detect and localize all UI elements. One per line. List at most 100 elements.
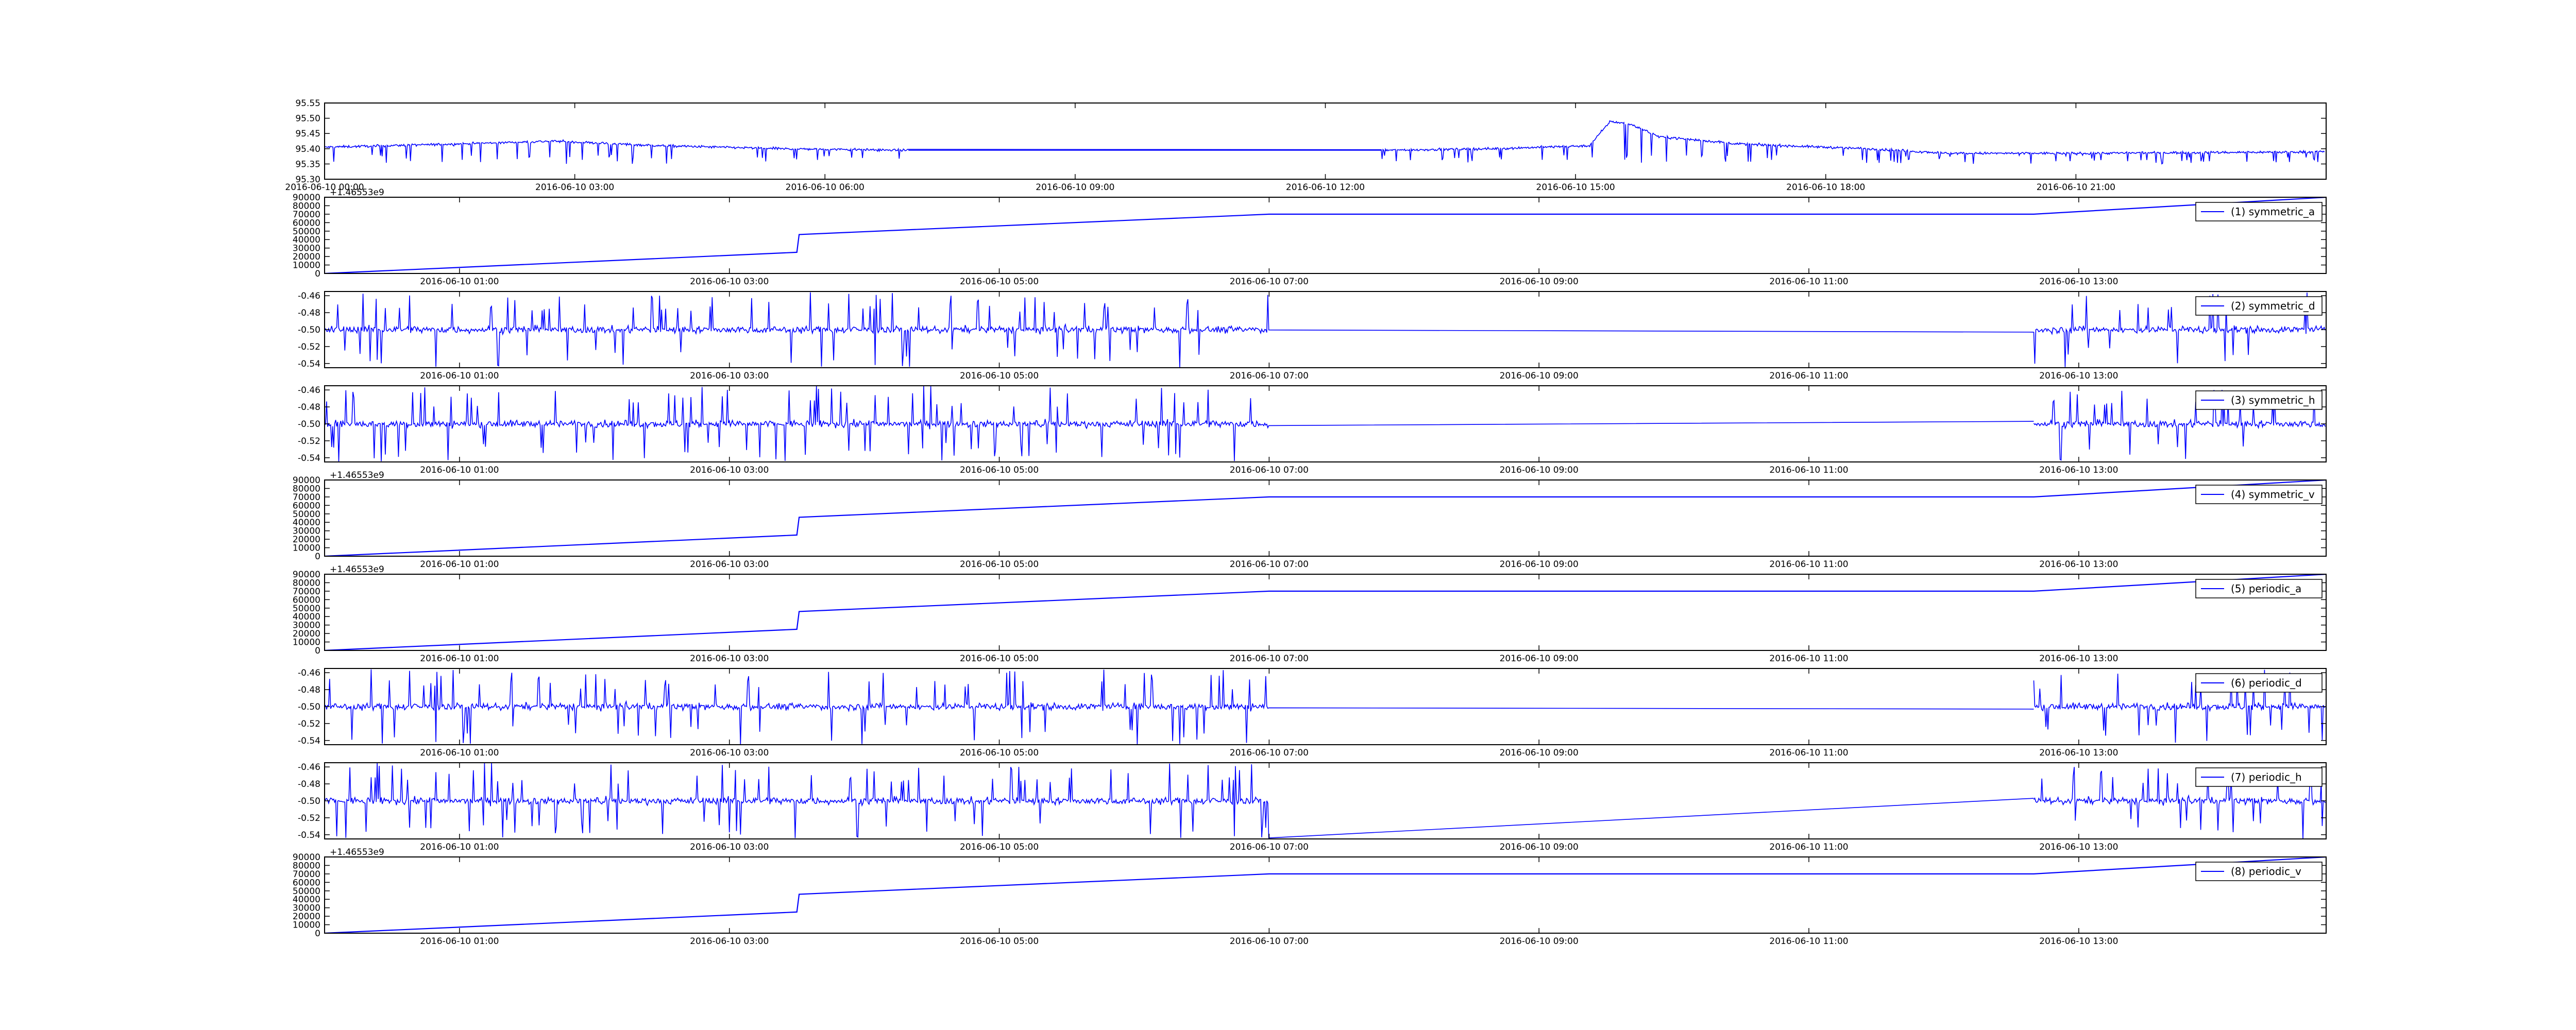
y-tick-label: 0: [315, 269, 320, 279]
y-tick-label: 10000: [293, 638, 320, 648]
legend: (4) symmetric_v: [2195, 485, 2323, 504]
x-tick-label: 2016-06-10 09:00: [1500, 277, 1579, 287]
x-tick-label: 2016-06-10 05:00: [960, 936, 1039, 947]
legend: (3) symmetric_h: [2195, 390, 2323, 410]
plot-area: [325, 574, 2326, 650]
legend: (5) periodic_a: [2195, 579, 2323, 598]
y-tick-label: -0.54: [298, 830, 320, 840]
y-tick-label: 70000: [293, 210, 320, 220]
x-tick-label: 2016-06-10 05:00: [960, 842, 1039, 852]
x-tick-label: 2016-06-10 03:00: [535, 182, 614, 193]
x-tick-label: 2016-06-10 05:00: [960, 559, 1039, 570]
x-tick-label: 2016-06-10 03:00: [690, 654, 769, 664]
axes-frame: [324, 102, 2327, 180]
y-tick-label: 60000: [293, 595, 320, 605]
y-tick-label: 80000: [293, 861, 320, 871]
series-line-7: [325, 669, 2326, 745]
x-tick-label: 2016-06-10 09:00: [1500, 371, 1579, 381]
y-tick-label: 95.40: [295, 144, 320, 154]
series-line-1: [325, 120, 2325, 165]
y-tick-label: 90000: [293, 852, 320, 863]
x-tick-label: 2016-06-10 13:00: [2039, 936, 2118, 947]
axis-offset-label: +1.46553e9: [330, 564, 384, 575]
legend-label: (2) symmetric_d: [2231, 300, 2315, 312]
x-tick-label: 2016-06-10 11:00: [1769, 465, 1848, 475]
legend-label: (6) periodic_d: [2231, 677, 2302, 689]
y-tick-label: 30000: [293, 621, 320, 631]
y-tick-label: -0.50: [298, 796, 320, 806]
subplot-5: 0100002000030000400005000060000700008000…: [293, 470, 2327, 570]
y-tick-label: 70000: [293, 492, 320, 503]
y-tick-label: 40000: [293, 895, 320, 905]
subplot-3: -0.54 -0.52 -0.50 -0.48 -0.46 2016-06-10 01:0…: [298, 291, 2327, 381]
y-tick-label: 70000: [293, 869, 320, 880]
y-tick-label: 60000: [293, 878, 320, 888]
y-tick-label: 30000: [293, 244, 320, 254]
y-tick-label: 10000: [293, 920, 320, 931]
x-tick-label: 2016-06-10 01:00: [420, 654, 499, 664]
x-tick-label: 2016-06-10 11:00: [1769, 371, 1848, 381]
y-tick-label: -0.52: [298, 342, 320, 352]
x-tick-label: 2016-06-10 07:00: [1230, 748, 1309, 758]
y-tick-label: 95.45: [295, 129, 320, 139]
y-tick-label: 70000: [293, 587, 320, 597]
x-tick-label: 2016-06-10 09:00: [1500, 654, 1579, 664]
y-tick-label: 50000: [293, 604, 320, 614]
x-tick-label: 2016-06-10 07:00: [1230, 465, 1309, 475]
plot-area: [325, 292, 2326, 368]
y-tick-label: 80000: [293, 578, 320, 588]
y-tick-label: 80000: [293, 484, 320, 494]
x-tick-label: 2016-06-10 05:00: [960, 465, 1039, 475]
subplot-7: -0.54 -0.52 -0.50 -0.48 -0.46 2016-06-10 01:0…: [298, 668, 2327, 758]
x-tick-label: 2016-06-10 05:00: [960, 654, 1039, 664]
x-tick-label: 2016-06-10 03:00: [690, 842, 769, 852]
y-tick-label: 80000: [293, 201, 320, 211]
subplot-9: 0100002000030000400005000060000700008000…: [293, 847, 2327, 947]
y-tick-label: 90000: [293, 193, 320, 203]
y-tick-label: 40000: [293, 612, 320, 622]
x-tick-label: 2016-06-10 09:00: [1500, 936, 1579, 947]
y-tick-label: 95.30: [295, 175, 320, 185]
plot-area: [325, 857, 2326, 933]
x-tick-label: 2016-06-10 03:00: [690, 936, 769, 947]
y-tick-label: -0.54: [298, 359, 320, 369]
legend: (1) symmetric_a: [2195, 202, 2323, 221]
x-tick-label: 2016-06-10 03:00: [690, 559, 769, 570]
subplot-6: 0100002000030000400005000060000700008000…: [293, 564, 2327, 664]
y-tick-label: 10000: [293, 543, 320, 554]
legend-label: (7) periodic_h: [2231, 771, 2302, 783]
y-tick-label: 0: [315, 929, 320, 939]
plot-area: [325, 669, 2326, 745]
x-tick-label: 2016-06-10 03:00: [690, 465, 769, 475]
legend-label: (1) symmetric_a: [2231, 205, 2315, 218]
x-tick-label: 2016-06-10 15:00: [1536, 182, 1615, 193]
y-tick-label: -0.48: [298, 308, 320, 318]
x-tick-label: 2016-06-10 13:00: [2039, 748, 2118, 758]
legend: (8) periodic_v: [2195, 862, 2323, 881]
y-tick-label: 60000: [293, 501, 320, 511]
axes-frame: [324, 197, 2327, 274]
x-tick-label: 2016-06-10 01:00: [420, 748, 499, 758]
legend-label: (5) periodic_a: [2231, 582, 2301, 595]
y-tick-label: 95.35: [295, 159, 320, 169]
x-tick-label: 2016-06-10 01:00: [420, 465, 499, 475]
y-tick-label: -0.50: [298, 419, 320, 430]
x-tick-label: 2016-06-10 01:00: [420, 277, 499, 287]
y-tick-label: -0.50: [298, 325, 320, 335]
x-tick-label: 2016-06-10 21:00: [2037, 182, 2115, 193]
series-line-3: [325, 292, 2326, 368]
y-tick-label: -0.46: [298, 762, 320, 772]
x-tick-label: 2016-06-10 01:00: [420, 559, 499, 570]
x-tick-label: 2016-06-10 11:00: [1769, 842, 1848, 852]
x-tick-label: 2016-06-10 11:00: [1769, 559, 1848, 570]
y-tick-label: 50000: [293, 886, 320, 897]
x-tick-label: 2016-06-10 11:00: [1769, 654, 1848, 664]
y-tick-label: -0.48: [298, 779, 320, 789]
x-tick-label: 2016-06-10 03:00: [690, 277, 769, 287]
y-tick-label: -0.54: [298, 736, 320, 746]
x-tick-label: 2016-06-10 09:00: [1500, 748, 1579, 758]
series-line-9: [325, 857, 2326, 933]
plot-area: [325, 197, 2326, 273]
plot-area: [325, 480, 2326, 556]
x-tick-label: 2016-06-10 06:00: [786, 182, 865, 193]
